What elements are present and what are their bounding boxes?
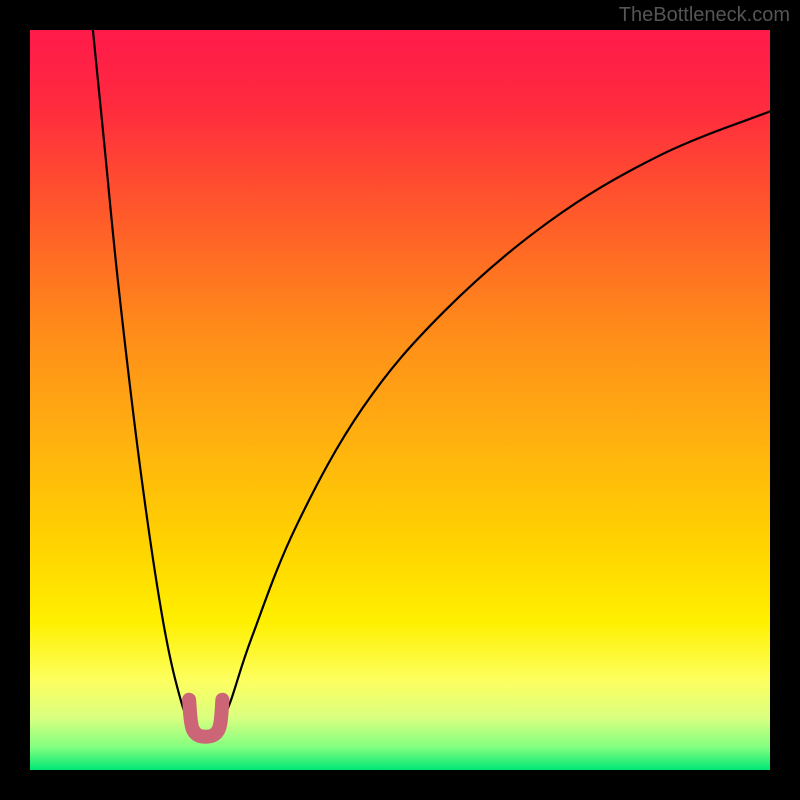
chart-container: TheBottleneck.com	[0, 0, 800, 800]
curve-layer	[0, 0, 800, 800]
curve-right-branch	[219, 111, 770, 725]
curve-left-branch	[93, 30, 193, 726]
optimal-marker	[189, 700, 222, 737]
watermark-text: TheBottleneck.com	[619, 4, 790, 27]
